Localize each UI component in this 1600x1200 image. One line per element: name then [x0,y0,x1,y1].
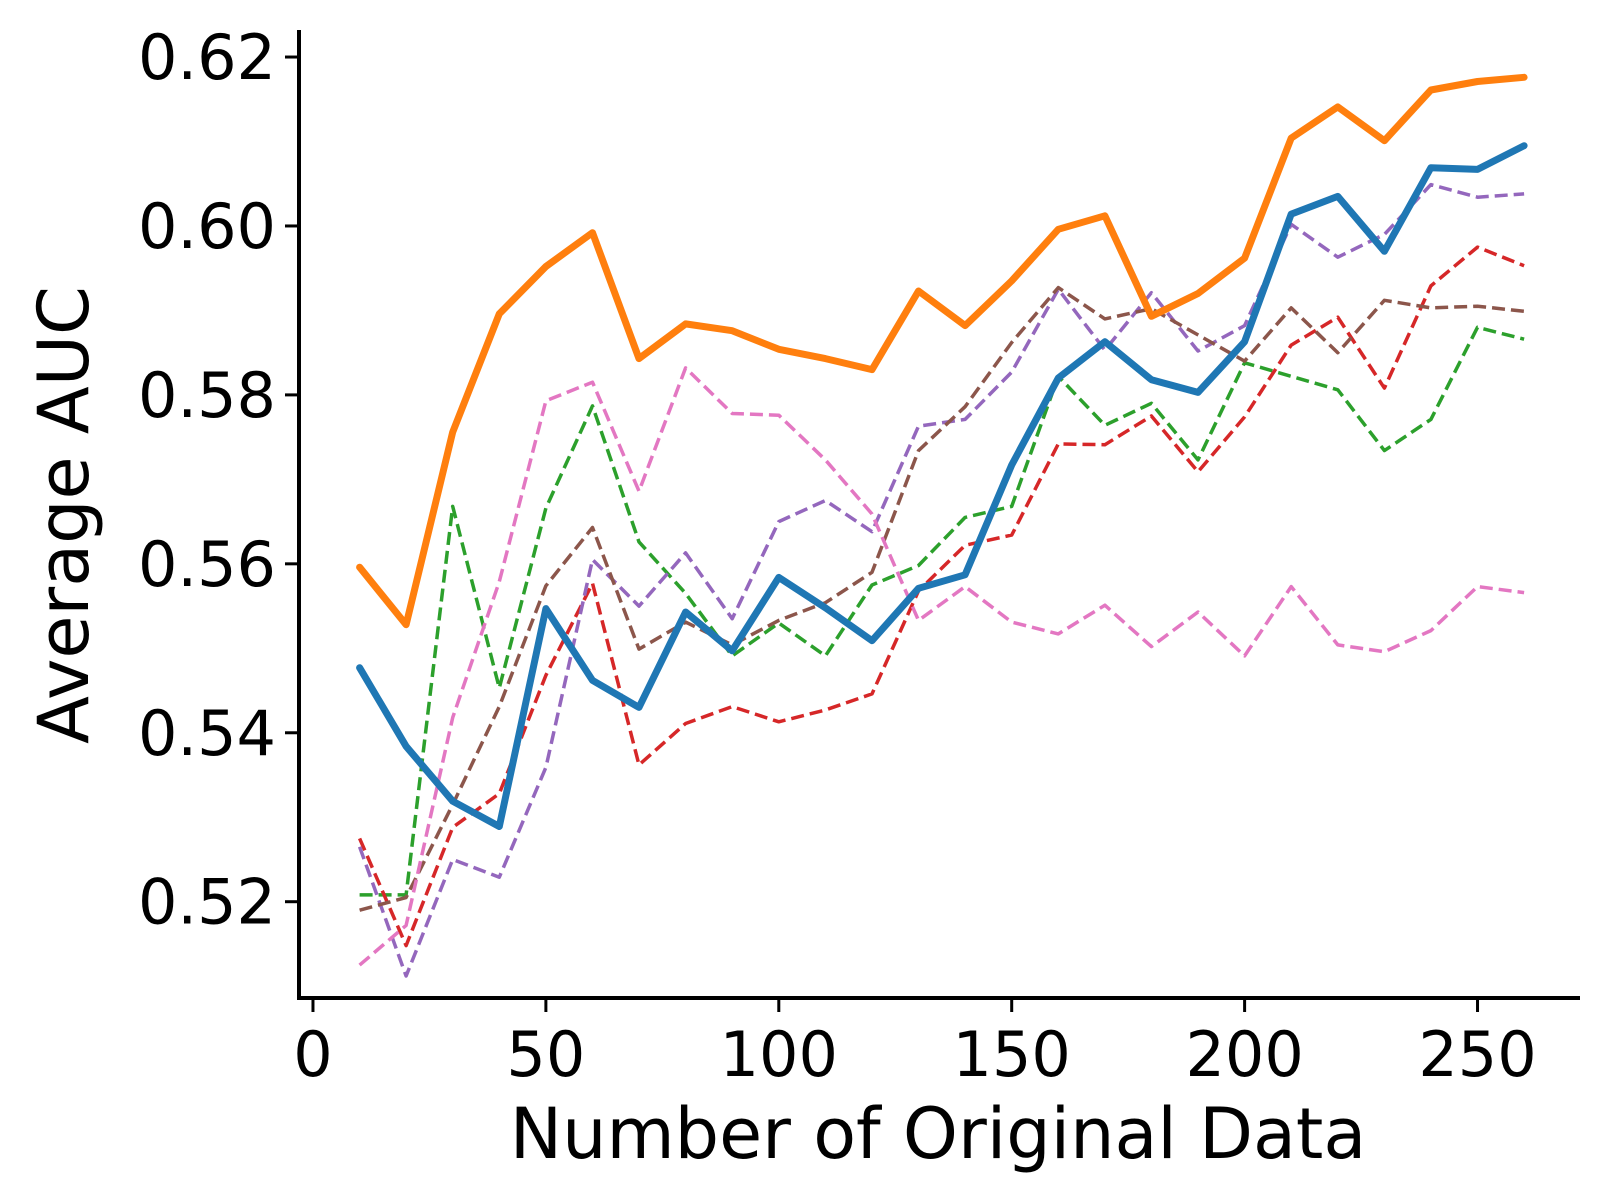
y-tick-label: 0.56 [138,528,276,601]
y-tick-label: 0.54 [138,697,276,770]
x-ticks: 0 50 100 150 200 250 [293,998,1537,1091]
y-tick-label: 0.58 [138,359,276,432]
series-line-5 [357,182,1525,978]
x-tick-label: 50 [506,1018,585,1091]
series-line-2 [356,142,1528,830]
y-tick-label: 0.60 [138,190,276,263]
series-line-4 [357,245,1525,948]
series-line-1 [356,73,1528,629]
x-axis-label: Number of Original Data [510,1093,1366,1175]
series-line-3 [359,325,1525,897]
series-layer [356,73,1528,978]
series-line-6 [359,285,1525,912]
x-tick-label: 200 [1185,1018,1303,1091]
x-tick-label: 0 [293,1018,332,1091]
x-tick-label: 100 [720,1018,838,1091]
y-tick-label: 0.52 [138,866,276,939]
y-axis-label: Average AUC [23,286,105,744]
y-ticks: 0.52 0.54 0.56 0.58 0.60 0.62 [138,21,299,939]
series-line-7 [358,366,1525,967]
x-tick-label: 250 [1418,1018,1536,1091]
x-tick-label: 150 [953,1018,1071,1091]
y-tick-label: 0.62 [138,21,276,94]
